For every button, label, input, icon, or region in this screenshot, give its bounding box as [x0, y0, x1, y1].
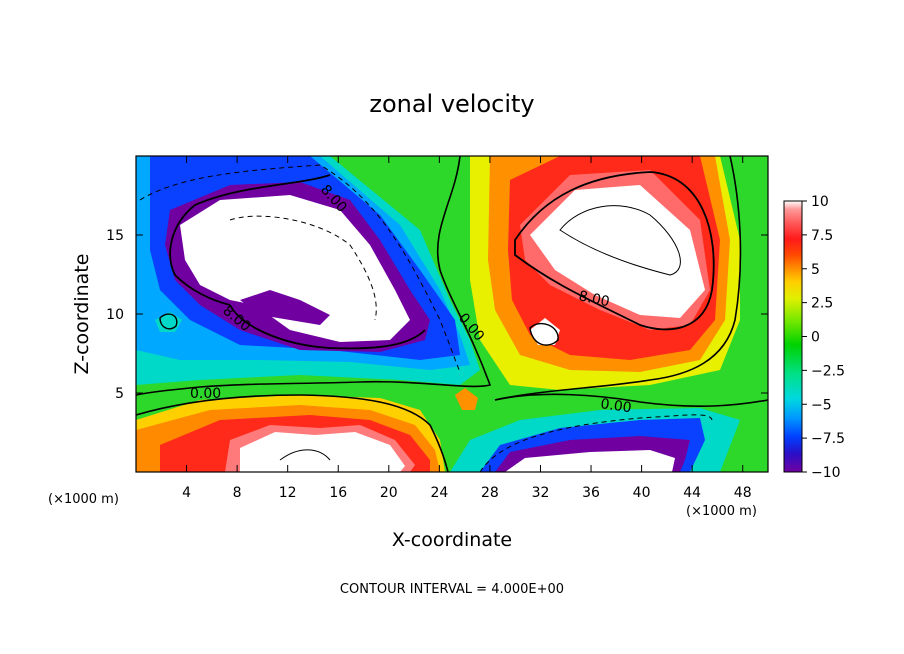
x-tick-label: 12 — [279, 485, 297, 501]
field-left-purple-tongue — [240, 290, 330, 325]
contour-eight-left-b — [229, 304, 426, 350]
x-unit-label-right: (×1000 m) — [686, 504, 757, 519]
colorbar-tick-label: −2.5 — [811, 363, 845, 379]
x-axis-ticks: 4 8 12 16 20 24 28 32 36 40 44 48 — [182, 156, 752, 501]
x-tick-label: 36 — [582, 485, 600, 501]
colorbar — [783, 200, 803, 473]
contour-neg-dashed-lowright — [479, 414, 713, 472]
chart-title: zonal velocity — [369, 90, 534, 118]
contour-zero-right-edge — [494, 156, 742, 401]
colorbar-tick-label: 2.5 — [811, 296, 833, 312]
field-left-white — [180, 195, 410, 342]
contour-zero-lower — [136, 394, 449, 472]
contour-small-loop — [159, 313, 178, 330]
x-unit-label-left: (×1000 m) — [48, 492, 119, 507]
contour-label: 0.00 — [599, 396, 632, 416]
colorbar-tick-label: −7.5 — [811, 431, 845, 447]
colorbar-tick-label: −5 — [811, 397, 832, 413]
colorbar-tick-label: 10 — [811, 194, 829, 210]
colorbar-tick-label: 7.5 — [811, 228, 833, 244]
colorbar-tick-label: 5 — [811, 262, 820, 278]
colorbar-tick-label: 0 — [811, 330, 820, 346]
y-axis-title: Z-coordinate — [71, 254, 93, 375]
x-tick-label: 40 — [633, 485, 651, 501]
contour-zero-right — [494, 393, 768, 407]
contour-neg-dashed-inner — [229, 215, 377, 321]
contour-neg-dashed-left — [139, 164, 461, 373]
field-mid-orange-blob — [455, 388, 478, 410]
x-tick-label: 32 — [532, 485, 550, 501]
field-lowleft-white — [240, 432, 405, 472]
x-tick-label: 4 — [182, 485, 191, 501]
x-tick-label: 44 — [683, 485, 701, 501]
contour-interval-note: CONTOUR INTERVAL = 4.000E+00 — [340, 582, 564, 597]
contour-pos-lowleft — [279, 449, 331, 461]
x-tick-label: 8 — [233, 485, 242, 501]
x-tick-label: 16 — [329, 485, 347, 501]
contour-eight-left — [169, 174, 331, 306]
y-tick-label: 5 — [115, 386, 124, 402]
field-lowright-white — [505, 450, 675, 472]
contour-pos-inner-right — [559, 205, 681, 276]
contour-label: 8.00 — [577, 288, 611, 310]
colorbar-tick-label: −10 — [811, 465, 841, 481]
y-axis-ticks: 5 10 15 — [106, 228, 768, 402]
x-tick-label: 20 — [380, 485, 398, 501]
contour-label: 0.00 — [190, 386, 221, 402]
x-axis-title: X-coordinate — [392, 529, 512, 551]
y-tick-label: 10 — [106, 307, 124, 323]
contour-small-loop-right — [529, 322, 559, 346]
contour-eight-right — [514, 171, 715, 331]
field-right-small-white — [530, 318, 560, 345]
x-tick-label: 28 — [481, 485, 499, 501]
y-tick-label: 15 — [106, 228, 124, 244]
colorbar-ticks: 10 7.5 5 2.5 0 −2.5 −5 −7.5 −10 — [802, 194, 845, 481]
contour-lines — [136, 156, 768, 472]
x-tick-label: 48 — [734, 485, 752, 501]
field-right-white — [530, 185, 705, 318]
contour-zero-upper — [136, 156, 492, 396]
x-tick-label: 24 — [430, 485, 448, 501]
